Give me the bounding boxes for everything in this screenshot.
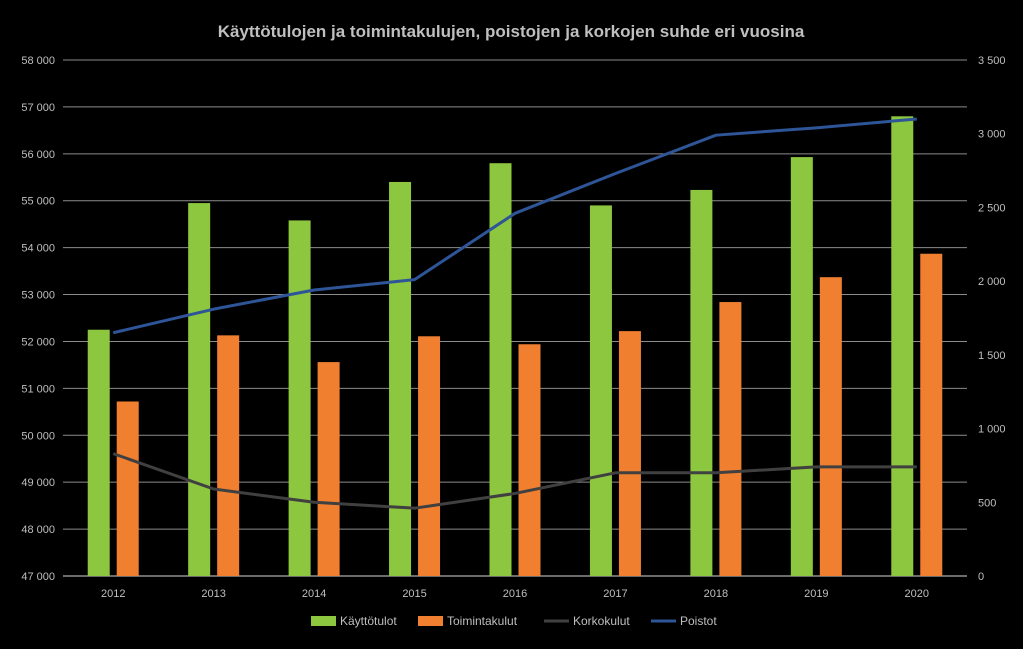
bar-käyttötulot <box>389 181 412 577</box>
x-tick-label: 2013 <box>201 588 225 600</box>
bar-käyttötulot <box>288 220 311 577</box>
bar-toimintakulut <box>819 277 842 576</box>
chart-title: Käyttötulojen ja toimintakulujen, poisto… <box>218 22 805 41</box>
line-poistot <box>112 117 917 335</box>
bar-käyttötulot <box>790 157 813 577</box>
left-tick-label: 55 000 <box>21 196 55 208</box>
bar-toimintakulut <box>317 362 340 576</box>
bar-käyttötulot <box>891 116 914 577</box>
legend-swatch <box>418 616 443 626</box>
left-axis-ticks: 47 000 48 000 49 000 50 000 51 000 52 000 53 0… <box>21 55 55 583</box>
legend-label: Käyttötulot <box>340 614 397 628</box>
x-tick-label: 2012 <box>101 588 125 600</box>
left-tick-label: 58 000 <box>21 55 55 67</box>
legend-label: Toimintakulut <box>447 614 518 628</box>
gridlines <box>63 59 967 577</box>
x-tick-label: 2018 <box>704 588 728 600</box>
right-axis-ticks: 0 500 1 000 1 500 2 000 2 500 3 000 3 500 <box>978 55 1006 583</box>
x-tick-label: 2019 <box>804 588 828 600</box>
left-tick-label: 47 000 <box>21 571 55 583</box>
right-tick-label: 0 <box>978 571 984 583</box>
bar-käyttötulot <box>589 205 612 576</box>
right-tick-label: 3 500 <box>978 55 1006 67</box>
right-tick-label: 1 500 <box>978 350 1006 362</box>
bar-käyttötulot <box>690 189 713 577</box>
x-tick-label: 2020 <box>905 588 929 600</box>
bar-toimintakulut <box>217 335 240 576</box>
x-tick-label: 2015 <box>402 588 426 600</box>
right-tick-label: 2 000 <box>978 276 1006 288</box>
bar-series <box>87 116 943 577</box>
bar-käyttötulot <box>188 203 211 576</box>
bar-toimintakulut <box>618 331 641 576</box>
legend-label: Korkokulut <box>573 614 630 628</box>
right-tick-label: 3 000 <box>978 129 1006 141</box>
left-tick-label: 57 000 <box>21 102 55 114</box>
bar-toimintakulut <box>418 336 441 576</box>
left-tick-label: 51 000 <box>21 383 55 395</box>
left-tick-label: 48 000 <box>21 524 55 536</box>
right-tick-label: 1 000 <box>978 424 1006 436</box>
bar-toimintakulut <box>518 344 541 576</box>
x-tick-label: 2017 <box>603 588 627 600</box>
left-tick-label: 56 000 <box>21 149 55 161</box>
bar-toimintakulut <box>116 401 139 576</box>
x-tick-label: 2014 <box>302 588 326 600</box>
legend-swatch <box>311 616 336 626</box>
x-axis-ticks: 2012 2013 2014 2015 2016 2017 2018 2019 2020 <box>101 588 929 600</box>
left-tick-label: 52 000 <box>21 336 55 348</box>
line-korkokulut <box>112 452 917 510</box>
left-tick-label: 53 000 <box>21 290 55 302</box>
left-tick-label: 50 000 <box>21 430 55 442</box>
line-series <box>112 117 917 510</box>
bar-toimintakulut <box>920 253 943 576</box>
bar-käyttötulot <box>489 163 512 576</box>
right-tick-label: 2 500 <box>978 202 1006 214</box>
legend: Käyttötulot Toimintakulut Korkokulut Poisto… <box>311 614 717 628</box>
left-tick-label: 54 000 <box>21 243 55 255</box>
bar-toimintakulut <box>719 302 742 576</box>
legend-label: Poistot <box>680 614 717 628</box>
left-tick-label: 49 000 <box>21 477 55 489</box>
x-tick-label: 2016 <box>503 588 527 600</box>
right-tick-label: 500 <box>978 497 996 509</box>
bar-käyttötulot <box>87 329 110 576</box>
